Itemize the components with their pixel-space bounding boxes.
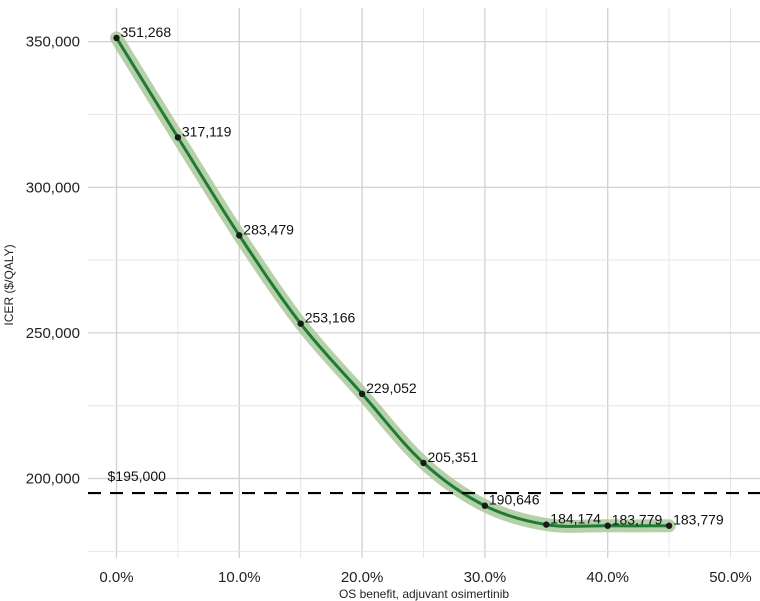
data-label: 183,779 <box>673 512 724 528</box>
data-point <box>113 34 120 42</box>
confidence-ribbon-layer <box>110 31 676 533</box>
data-point <box>236 232 243 239</box>
data-label: 183,779 <box>612 512 663 528</box>
x-tick-label: 20.0% <box>341 569 384 586</box>
x-tick-label: 30.0% <box>464 569 507 586</box>
smooth-fit-layer <box>115 36 671 528</box>
data-point <box>297 320 304 327</box>
threshold-label: $195,000 <box>108 468 167 484</box>
y-tick-label: 200,000 <box>26 471 80 488</box>
data-point <box>358 390 366 398</box>
data-points-layer <box>113 34 673 529</box>
y-axis-title: ICER ($/QALY) <box>2 244 16 325</box>
data-label: 253,166 <box>305 310 356 326</box>
data-label: 317,119 <box>182 123 232 139</box>
data-point <box>174 134 182 141</box>
y-tick-label: 300,000 <box>26 179 80 196</box>
x-axis-title: OS benefit, adjuvant osimertinib <box>339 587 509 601</box>
data-labels-layer: 351,268 317,119 283,479 253,166 229,052 205,3… <box>121 24 724 528</box>
grid <box>88 8 760 558</box>
confidence-ribbon <box>110 31 676 533</box>
data-point <box>420 459 427 467</box>
data-point <box>604 522 611 529</box>
data-label: 190,646 <box>489 492 540 508</box>
smooth-fit-line <box>115 36 671 528</box>
data-point <box>543 521 550 528</box>
data-label: 229,052 <box>366 380 417 396</box>
data-point <box>665 522 673 529</box>
data-label: 184,174 <box>550 511 601 527</box>
x-tick-label: 50.0% <box>709 569 752 586</box>
data-label: 283,479 <box>243 221 294 237</box>
data-label: 351,268 <box>121 24 172 40</box>
x-tick-label: 0.0% <box>99 569 133 586</box>
data-label: 205,351 <box>428 449 479 465</box>
x-axis-ticks: 0.0% 10.0% 20.0% 30.0% 40.0% 50.0% <box>99 569 751 586</box>
y-tick-label: 250,000 <box>26 325 80 342</box>
x-tick-label: 10.0% <box>218 569 261 586</box>
data-point <box>481 502 489 509</box>
threshold-layer: $195,000 <box>88 468 760 495</box>
y-tick-label: 350,000 <box>26 34 80 51</box>
y-axis-ticks: 200,000 250,000 300,000 350,000 <box>26 34 80 488</box>
x-tick-label: 40.0% <box>586 569 629 586</box>
